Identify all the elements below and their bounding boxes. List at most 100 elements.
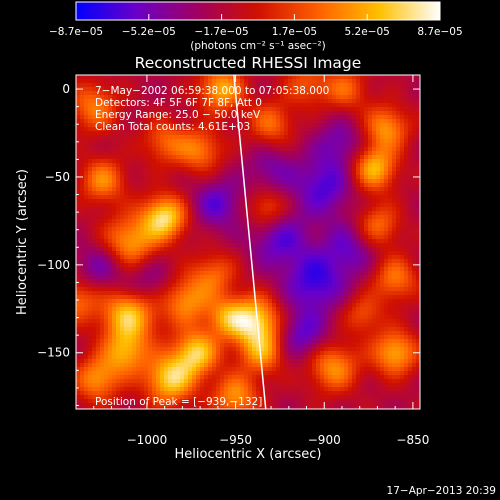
heatmap-cell bbox=[216, 267, 221, 272]
heatmap-cell bbox=[88, 127, 93, 132]
heatmap-cell bbox=[172, 195, 177, 200]
heatmap-cell bbox=[324, 243, 329, 248]
heatmap-cell bbox=[216, 299, 221, 304]
heatmap-cell bbox=[308, 243, 313, 248]
heatmap-cell bbox=[296, 219, 301, 224]
heatmap-cell bbox=[132, 83, 137, 88]
heatmap-cell bbox=[136, 191, 141, 196]
heatmap-cell bbox=[208, 147, 213, 152]
heatmap-cell bbox=[124, 191, 129, 196]
heatmap-cell bbox=[264, 79, 269, 84]
heatmap-cell bbox=[160, 155, 165, 160]
heatmap-cell bbox=[260, 263, 265, 268]
heatmap-cell bbox=[324, 175, 329, 180]
heatmap-cell bbox=[108, 83, 113, 88]
heatmap-cell bbox=[108, 275, 113, 280]
heatmap-cell bbox=[168, 151, 173, 156]
heatmap-cell bbox=[228, 259, 233, 264]
heatmap-cell bbox=[188, 299, 193, 304]
heatmap-cell bbox=[148, 231, 153, 236]
heatmap-cell bbox=[376, 135, 381, 140]
heatmap-cell bbox=[408, 163, 413, 168]
heatmap-cell bbox=[164, 119, 169, 124]
heatmap-cell bbox=[164, 135, 169, 140]
heatmap-cell bbox=[284, 191, 289, 196]
heatmap-cell bbox=[176, 239, 181, 244]
heatmap-cell bbox=[228, 199, 233, 204]
heatmap-cell bbox=[104, 127, 109, 132]
heatmap-cell bbox=[104, 239, 109, 244]
heatmap-cell bbox=[192, 131, 197, 136]
heatmap-cell bbox=[240, 255, 245, 260]
heatmap-cell bbox=[200, 247, 205, 252]
heatmap-cell bbox=[128, 279, 133, 284]
heatmap-cell bbox=[96, 151, 101, 156]
heatmap-cell bbox=[356, 219, 361, 224]
heatmap-cell bbox=[196, 243, 201, 248]
heatmap-cell bbox=[124, 235, 129, 240]
heatmap-cell bbox=[100, 75, 105, 80]
heatmap-cell bbox=[380, 187, 385, 192]
heatmap-cell bbox=[240, 291, 245, 296]
heatmap-cell bbox=[260, 211, 265, 216]
heatmap-cell bbox=[268, 263, 273, 268]
heatmap-cell bbox=[76, 223, 81, 228]
heatmap-cell bbox=[296, 159, 301, 164]
heatmap-cell bbox=[184, 215, 189, 220]
heatmap-cell bbox=[104, 167, 109, 172]
heatmap-cell bbox=[416, 103, 420, 108]
heatmap-cell bbox=[188, 263, 193, 268]
heatmap-cell bbox=[188, 235, 193, 240]
heatmap-cell bbox=[224, 183, 229, 188]
heatmap-cell bbox=[416, 163, 420, 168]
heatmap-cell bbox=[184, 271, 189, 276]
heatmap-cell bbox=[236, 99, 241, 104]
heatmap-cell bbox=[84, 127, 89, 132]
heatmap-cell bbox=[180, 131, 185, 136]
heatmap-cell bbox=[168, 303, 173, 308]
heatmap-cell bbox=[296, 83, 301, 88]
heatmap-cell bbox=[372, 259, 377, 264]
heatmap-cell bbox=[104, 215, 109, 220]
heatmap-cell bbox=[396, 87, 401, 92]
heatmap-cell bbox=[256, 247, 261, 252]
heatmap-cell bbox=[236, 83, 241, 88]
heatmap-cell bbox=[320, 179, 325, 184]
heatmap-cell bbox=[320, 239, 325, 244]
heatmap-cell bbox=[320, 283, 325, 288]
heatmap-cell bbox=[224, 267, 229, 272]
heatmap-cell bbox=[352, 207, 357, 212]
heatmap-cell bbox=[196, 127, 201, 132]
heatmap-cell bbox=[144, 159, 149, 164]
heatmap-cell bbox=[332, 115, 337, 120]
heatmap-cell bbox=[144, 303, 149, 308]
heatmap-cell bbox=[136, 259, 141, 264]
heatmap-cell bbox=[324, 95, 329, 100]
heatmap-cell bbox=[240, 275, 245, 280]
heatmap-cell bbox=[264, 135, 269, 140]
heatmap-cell bbox=[132, 115, 137, 120]
heatmap-cell bbox=[88, 283, 93, 288]
heatmap-cell bbox=[128, 251, 133, 256]
heatmap-cell bbox=[308, 99, 313, 104]
heatmap-cell bbox=[284, 111, 289, 116]
heatmap-cell bbox=[104, 227, 109, 232]
heatmap-cell bbox=[340, 259, 345, 264]
heatmap-cell bbox=[144, 243, 149, 248]
heatmap-cell bbox=[328, 271, 333, 276]
heatmap-cell bbox=[344, 275, 349, 280]
heatmap-cell bbox=[404, 107, 409, 112]
heatmap-cell bbox=[356, 167, 361, 172]
heatmap-cell bbox=[120, 287, 125, 292]
heatmap-cell bbox=[128, 271, 133, 276]
heatmap-cell bbox=[340, 243, 345, 248]
heatmap-cell bbox=[104, 187, 109, 192]
heatmap-cell bbox=[148, 111, 153, 116]
heatmap-cell bbox=[216, 211, 221, 216]
heatmap-cell bbox=[208, 127, 213, 132]
heatmap-cell bbox=[388, 195, 393, 200]
heatmap-cell bbox=[108, 187, 113, 192]
heatmap-cell bbox=[192, 291, 197, 296]
heatmap-cell bbox=[260, 159, 265, 164]
heatmap-cell bbox=[200, 127, 205, 132]
